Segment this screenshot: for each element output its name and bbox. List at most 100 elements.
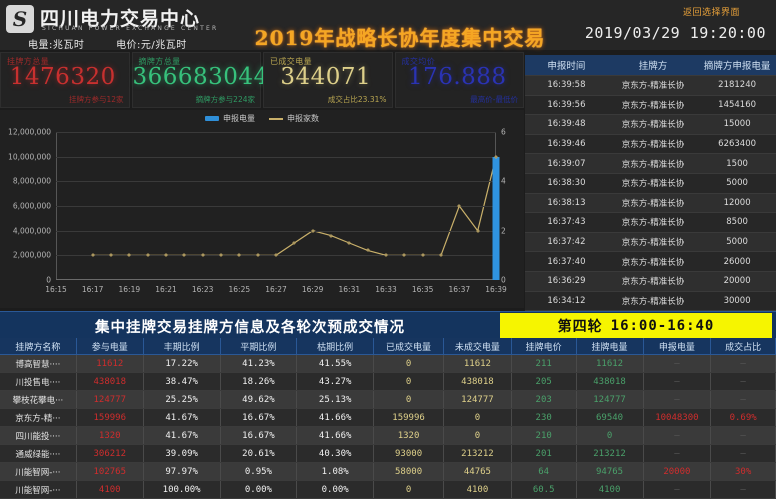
cell-ku-ratio: 40.30% — [297, 445, 375, 462]
cell-ku-ratio: 1.08% — [297, 463, 375, 480]
cell-declared-power: 2181240 — [718, 80, 757, 91]
col-header-6[interactable]: 未成交电量 — [444, 338, 512, 354]
table-row[interactable]: 16:39:46 京东方-精准长协 6263400 — [525, 133, 776, 154]
chart-line-point[interactable] — [292, 241, 296, 245]
table-row[interactable]: 川能智网-··· 102765 97.97% 0.95% 1.08% 58000 44765… — [0, 463, 776, 481]
y-axis-tick-right: 4 — [501, 176, 506, 186]
table-row[interactable]: 京东方-精··· 159996 41.67% 16.67% 41.66% 159996 0 2… — [0, 409, 776, 427]
chart-gridline — [56, 156, 496, 158]
col-header-3[interactable]: 平期比例 — [221, 338, 298, 354]
chart-bottom-axis — [56, 279, 496, 280]
chart-bar[interactable] — [492, 156, 500, 280]
y-axis-tick-left: 0 — [46, 275, 51, 285]
col-header-0[interactable]: 挂牌方名称 — [0, 338, 77, 354]
cell-done-power: 0 — [374, 391, 445, 408]
chart-gridline — [56, 132, 496, 133]
chart-line-point[interactable] — [457, 204, 461, 208]
chart-line-point[interactable] — [476, 229, 480, 233]
chart-line-point[interactable] — [256, 253, 260, 257]
legend-item-declared-count[interactable]: 申报家数 — [269, 113, 319, 124]
cell-ku-ratio: 25.13% — [297, 391, 375, 408]
table-row[interactable]: 通威绿能···· 306212 39.09% 20.61% 40.30% 93000 213… — [0, 445, 776, 463]
kpi-card-1: 摘牌方总量 366683044 摘牌方参与224家 — [131, 52, 268, 108]
chart-line-point[interactable] — [237, 253, 241, 257]
chart-line-point[interactable] — [274, 253, 278, 257]
chart-line-point[interactable] — [421, 253, 425, 257]
chart-line-point[interactable] — [219, 253, 223, 257]
chart-line-point[interactable] — [182, 253, 186, 257]
legend-item-declared-power[interactable]: 申报电量 — [205, 113, 255, 124]
table-row[interactable]: 16:39:56 京东方-精准长协 1454160 — [525, 94, 776, 115]
table-row[interactable]: 16:38:13 京东方-精准长协 12000 — [525, 192, 776, 213]
table-row[interactable]: 四川能投···· 1320 41.67% 16.67% 41.66% 1320 0 210 0—… — [0, 427, 776, 445]
cell-listing-price: 201 — [512, 445, 577, 462]
chart-line-point[interactable] — [347, 241, 351, 245]
chart-line-point[interactable] — [402, 253, 406, 257]
cell-ping-ratio: 18.26% — [221, 373, 298, 390]
cell-declared-power: 30000 — [723, 295, 751, 306]
table-row[interactable]: 16:39:58 京东方-精准长协 2181240 — [525, 75, 776, 95]
cell-done-power: 1320 — [374, 427, 445, 444]
table-row[interactable]: 攀枝花攀电··· 124777 25.25% 49.62% 25.13% 0 124777 2… — [0, 391, 776, 409]
col-header-2[interactable]: 丰期比例 — [144, 338, 221, 354]
cell-time: 16:39:48 — [547, 119, 586, 130]
cell-join-power: 124777 — [77, 391, 144, 408]
chart-line-point[interactable] — [146, 253, 150, 257]
table-row[interactable]: 16:38:30 京东方-精准长协 5000 — [525, 172, 776, 193]
table-row[interactable]: 川能智网-··· 4100 100.00% 0.00% 0.00% 0 4100 60.5 41… — [0, 481, 776, 499]
x-axis-tick: 16:15 — [45, 285, 67, 294]
back-to-selection-button[interactable]: 返回选择界面 — [682, 8, 740, 18]
table-row[interactable]: 博高智慧···· 11612 17.22% 41.23% 41.55% 0 11612 211… — [0, 355, 776, 373]
cell-time: 16:37:43 — [547, 217, 586, 228]
col-header-4[interactable]: 枯期比例 — [297, 338, 375, 354]
chart-line-point[interactable] — [91, 253, 95, 257]
kpi-label: 摘牌方总量 — [138, 57, 181, 66]
declaration-table-body[interactable]: 16:39:58 京东方-精准长协 2181240 16:39:56 京东方-精准长协 1… — [525, 75, 776, 330]
col-header-10[interactable]: 成交占比 — [711, 338, 776, 354]
chart-line-point[interactable] — [109, 253, 113, 257]
chart-line-point[interactable] — [201, 253, 205, 257]
cell-time: 16:39:07 — [547, 158, 586, 169]
col-header-8[interactable]: 挂牌电量 — [577, 338, 644, 354]
table-row[interactable]: 16:39:48 京东方-精准长协 15000 — [525, 114, 776, 134]
col-header-time: 申报时间 — [547, 61, 586, 72]
cell-feng-ratio: 100.00% — [144, 481, 221, 498]
cell-party-name: 博高智慧···· — [0, 355, 77, 372]
cell-ping-ratio: 41.23% — [221, 355, 298, 372]
cell-feng-ratio: 17.22% — [144, 355, 221, 372]
cell-join-power: 438018 — [77, 373, 144, 390]
chart-line-point[interactable] — [384, 253, 388, 257]
chart-line-point[interactable] — [366, 248, 370, 252]
chart-line-point[interactable] — [164, 253, 168, 257]
chart-line-point[interactable] — [439, 253, 443, 257]
table-row[interactable]: 16:36:29 京东方-精准长协 20000 — [525, 270, 776, 291]
chart-line-point[interactable] — [329, 234, 333, 238]
cell-listing-party: 京东方-精准长协 — [621, 81, 685, 92]
table-row[interactable]: 16:37:43 京东方-精准长协 8500 — [525, 212, 776, 232]
cell-undone-power: 438018 — [444, 373, 512, 390]
table-row[interactable]: 16:34:12 京东方-精准长协 30000 — [525, 290, 776, 311]
table-row[interactable]: 16:37:42 京东方-精准长协 5000 — [525, 231, 776, 252]
chart-line-point[interactable] — [311, 229, 315, 233]
table-row[interactable]: 16:39:07 京东方-精准长协 1500 — [525, 153, 776, 173]
col-header-7[interactable]: 挂牌电价 — [512, 338, 577, 354]
cell-undone-power: 0 — [444, 427, 512, 444]
page-title: 2019年战略长协年度集中交易 — [254, 26, 546, 50]
chart-line-point[interactable] — [494, 155, 498, 159]
system-clock: 2019/03/29 19:20:00 — [584, 24, 766, 42]
cell-done-power: 93000 — [374, 445, 445, 462]
cell-time: 16:39:58 — [547, 80, 586, 91]
cell-feng-ratio: 97.97% — [144, 463, 221, 480]
table-row[interactable]: 16:37:40 京东方-精准长协 26000 — [525, 251, 776, 271]
listing-table-body[interactable]: 博高智慧···· 11612 17.22% 41.23% 41.55% 0 11612 211… — [0, 355, 776, 499]
kpi-value: 176.888 — [407, 64, 507, 90]
bar-swatch-icon — [205, 116, 219, 121]
col-header-1[interactable]: 参与电量 — [77, 338, 144, 354]
col-header-5[interactable]: 已成交电量 — [374, 338, 445, 354]
x-axis-tick: 16:35 — [411, 285, 434, 294]
table-row[interactable]: 川投售电···· 438018 38.47% 18.26% 43.27% 0 438018 2… — [0, 373, 776, 391]
col-header-9[interactable]: 申报电量 — [644, 338, 712, 354]
chart-line-point[interactable] — [127, 253, 131, 257]
cell-feng-ratio: 41.67% — [144, 427, 221, 444]
